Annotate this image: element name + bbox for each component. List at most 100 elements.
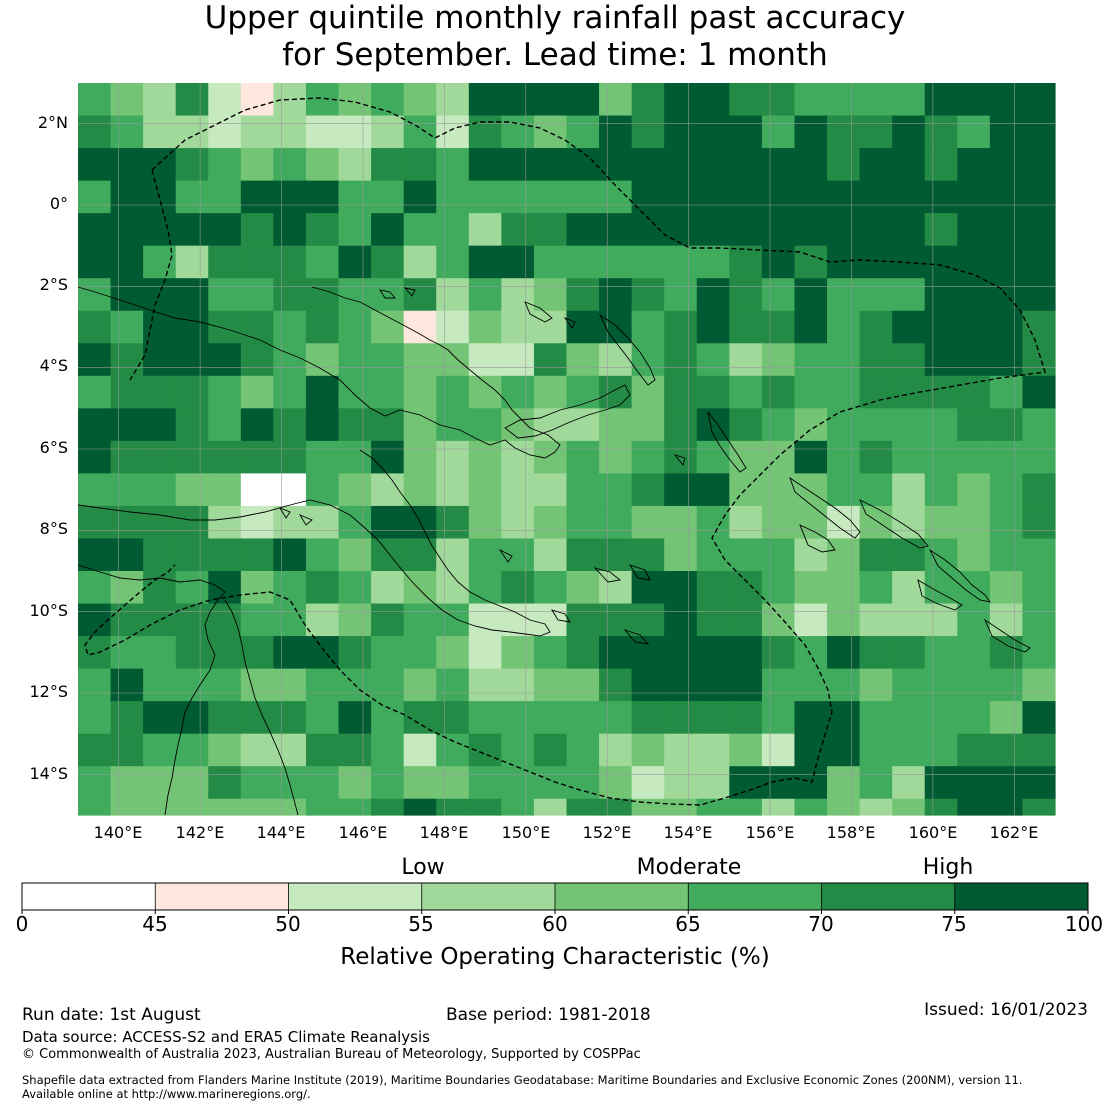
heatmap-cell xyxy=(729,343,763,377)
heatmap-cell xyxy=(1022,701,1056,735)
heatmap-cell xyxy=(924,603,958,637)
heatmap-cell xyxy=(989,115,1024,149)
heatmap-cell xyxy=(599,83,633,117)
heatmap-cell xyxy=(501,766,535,800)
heatmap-cell xyxy=(566,343,600,377)
heatmap-cell xyxy=(468,310,502,344)
heatmap-cell xyxy=(631,766,665,800)
heatmap-cell xyxy=(403,571,437,605)
heatmap-cell xyxy=(338,278,372,312)
heatmap-cell xyxy=(143,505,177,540)
heatmap-cell xyxy=(338,440,372,474)
heatmap-cell xyxy=(989,766,1024,800)
heatmap-cell xyxy=(989,83,1024,117)
heatmap-cell xyxy=(892,408,926,442)
heatmap-cell xyxy=(859,766,893,800)
heatmap-cell xyxy=(468,701,502,735)
heatmap-cell xyxy=(533,180,568,214)
heatmap-cell xyxy=(143,701,177,735)
heatmap-cell xyxy=(273,473,307,507)
heatmap-cell xyxy=(827,668,861,702)
heatmap-cell xyxy=(436,766,470,800)
heatmap-cell xyxy=(273,115,307,149)
heatmap-cell xyxy=(273,766,307,800)
heatmap-cell xyxy=(371,375,405,409)
heatmap-cell xyxy=(989,505,1024,540)
heatmap-cell xyxy=(403,408,437,442)
heatmap-cell xyxy=(436,148,470,182)
colorbar-tick-0: 0 xyxy=(15,912,29,936)
heatmap-cell xyxy=(501,375,535,409)
heatmap-cell xyxy=(664,473,698,507)
heatmap-cell xyxy=(305,440,340,474)
heatmap-cell xyxy=(827,408,861,442)
heatmap-cell xyxy=(78,148,112,182)
heatmap-cell xyxy=(240,148,274,182)
heatmap-cell xyxy=(110,571,144,605)
heatmap-cell xyxy=(78,310,112,344)
heatmap-cell xyxy=(436,440,470,474)
heatmap-cell xyxy=(696,343,730,377)
heatmap-cell xyxy=(729,213,763,247)
heatmap-cell xyxy=(143,798,177,816)
heatmap-cell xyxy=(794,115,828,149)
new-guinea-coast xyxy=(77,286,561,637)
heatmap-cell xyxy=(468,213,502,247)
heatmap-cell xyxy=(533,115,568,149)
heatmap-cell xyxy=(664,278,698,312)
heatmap-cell xyxy=(501,668,535,702)
heatmap-cell xyxy=(664,668,698,702)
heatmap-cell xyxy=(468,343,502,377)
heatmap-cell xyxy=(78,668,112,702)
lon-label-154E: 154°E xyxy=(663,823,713,842)
heatmap-cell xyxy=(468,668,502,702)
heatmap-cell xyxy=(501,245,535,279)
heatmap-cell xyxy=(110,148,144,182)
lon-label-160E: 160°E xyxy=(908,823,958,842)
heatmap-cell xyxy=(143,213,177,247)
heatmap-cell xyxy=(827,733,861,767)
heatmap-cell xyxy=(403,343,437,377)
heatmap-cell xyxy=(501,701,535,735)
heatmap-cell xyxy=(729,505,763,540)
heatmap-cell xyxy=(794,83,828,117)
heatmap-cell xyxy=(729,733,763,767)
heatmap-cell xyxy=(371,473,405,507)
heatmap-cell xyxy=(403,180,437,214)
heatmap-cell xyxy=(403,636,437,670)
colorbar-tick-75: 75 xyxy=(941,912,967,936)
heatmap-cell xyxy=(468,798,502,816)
heatmap-cell xyxy=(729,571,763,605)
heatmap-cell xyxy=(761,278,796,312)
heatmap-cell xyxy=(501,440,535,474)
heatmap-cell xyxy=(729,668,763,702)
heatmap-cell xyxy=(631,668,665,702)
heatmap-cell xyxy=(143,636,177,670)
heatmap-cell xyxy=(957,408,991,442)
heatmap-cell xyxy=(240,538,274,572)
heatmap-cell xyxy=(468,440,502,474)
heatmap-cell xyxy=(957,766,991,800)
heatmap-cell xyxy=(436,115,470,149)
heatmap-cell xyxy=(175,440,209,474)
heatmap-cell xyxy=(859,571,893,605)
heatmap-cell xyxy=(338,115,372,149)
heatmap-cell xyxy=(78,375,112,409)
heatmap-cell xyxy=(1022,115,1056,149)
heatmap-cell xyxy=(859,278,893,312)
lat-label-2S: 2°S xyxy=(39,275,68,294)
heatmap-cell xyxy=(338,310,372,344)
heatmap-cell xyxy=(501,115,535,149)
heatmap-cell xyxy=(468,278,502,312)
heatmap-cell xyxy=(403,603,437,637)
heatmap-cell xyxy=(957,440,991,474)
heatmap-cell xyxy=(436,603,470,637)
heatmap-cell xyxy=(761,603,796,637)
heatmap-cell xyxy=(273,245,307,279)
heatmap-cell xyxy=(859,148,893,182)
heatmap-cell xyxy=(533,701,568,735)
heatmap-cell xyxy=(892,148,926,182)
heatmap-cell xyxy=(501,571,535,605)
heatmap-cell xyxy=(599,473,633,507)
